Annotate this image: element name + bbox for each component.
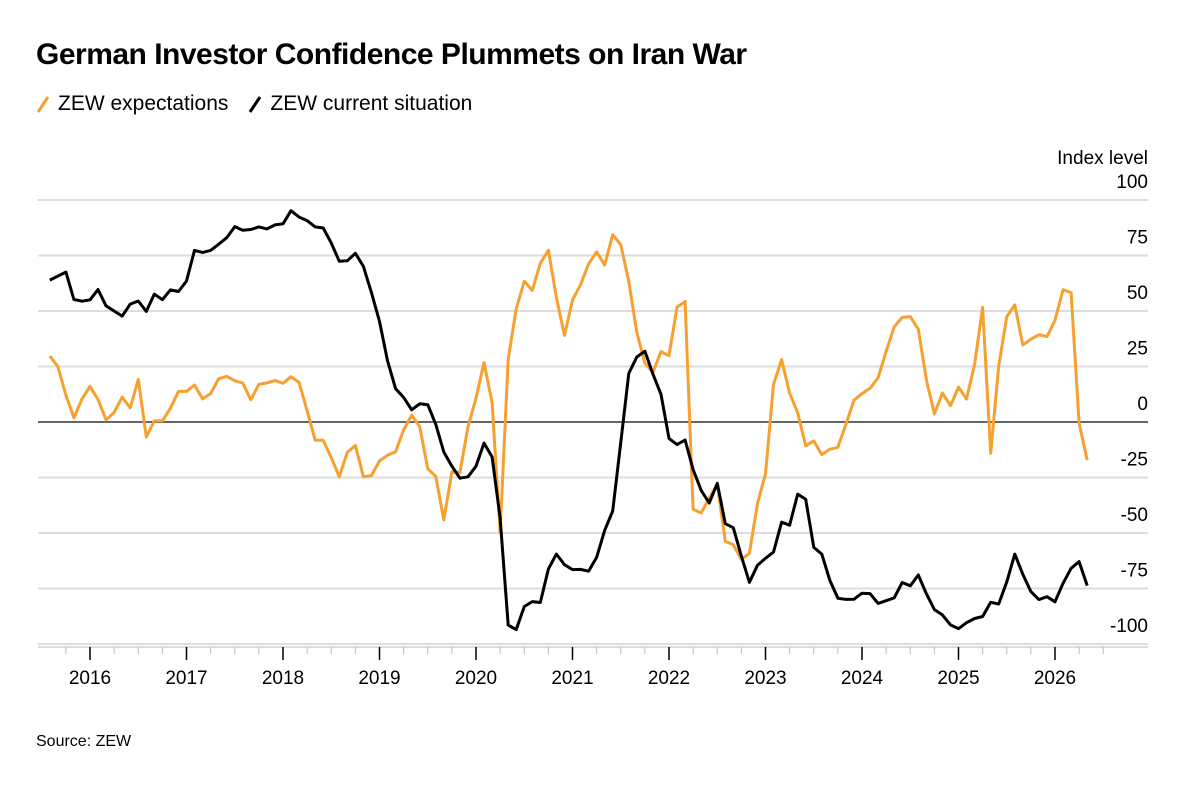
y-tick-label: -50 xyxy=(1121,505,1148,526)
legend-swatch-expectations xyxy=(36,96,50,113)
y-tick-label: 50 xyxy=(1127,283,1148,304)
legend-swatch-current-situation xyxy=(249,96,262,113)
x-tick-label: 2026 xyxy=(1034,668,1076,689)
y-axis-label: Index level xyxy=(1057,148,1148,169)
y-tick-label: -75 xyxy=(1121,561,1148,582)
x-tick-label: 2023 xyxy=(744,668,786,689)
x-tick-label: 2025 xyxy=(937,668,979,689)
legend-item-expectations: ZEW expectations xyxy=(36,92,228,116)
legend-label-current-situation: ZEW current situation xyxy=(270,92,473,115)
source-note: Source: ZEW xyxy=(36,733,132,750)
series-line-current-situation xyxy=(49,209,1089,632)
x-tick-label: 2024 xyxy=(841,668,884,689)
y-tick-label: 75 xyxy=(1127,228,1148,249)
series-line-expectations xyxy=(48,233,1089,561)
x-tick-label: 2018 xyxy=(262,668,304,689)
legend: ZEW expectations ZEW current situation xyxy=(36,92,472,116)
x-tick-label: 2019 xyxy=(358,668,400,689)
x-tick-label: 2021 xyxy=(551,668,593,689)
chart-title: German Investor Confidence Plummets on I… xyxy=(36,38,747,71)
y-tick-label: 25 xyxy=(1127,339,1148,360)
x-tick-label: 2020 xyxy=(455,668,497,689)
x-tick-label: 2022 xyxy=(648,668,690,689)
x-tick-label: 2017 xyxy=(165,668,207,689)
legend-label-expectations: ZEW expectations xyxy=(58,92,229,115)
y-tick-label: 100 xyxy=(1116,172,1148,193)
legend-item-current-situation: ZEW current situation xyxy=(248,92,472,116)
y-tick-label: -25 xyxy=(1121,450,1148,471)
y-tick-label: 0 xyxy=(1137,394,1148,415)
x-tick-label: 2016 xyxy=(69,668,111,689)
y-tick-label: -100 xyxy=(1110,616,1148,637)
